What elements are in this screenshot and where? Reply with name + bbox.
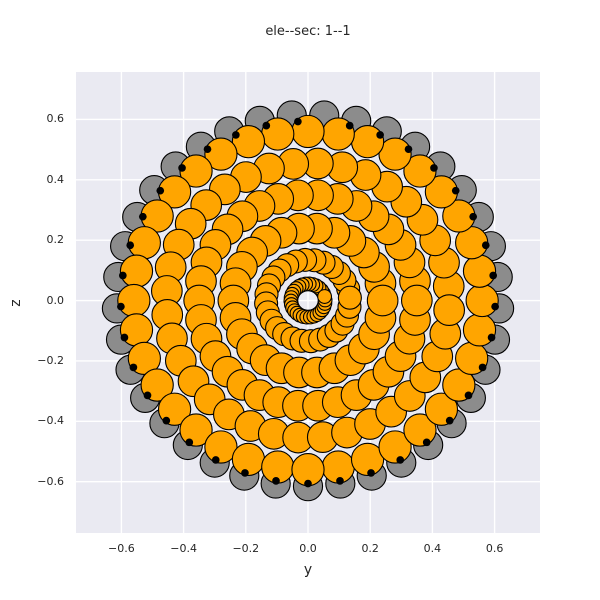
layer-6-outer-wire xyxy=(378,430,412,464)
strand-contact-dot xyxy=(487,333,496,342)
layer-6-outer-wire xyxy=(204,137,238,171)
layer-1-core-wire xyxy=(317,289,333,304)
layer-6-outer-wire xyxy=(179,413,213,447)
y-tick-label: −0.2 xyxy=(37,353,64,367)
strand-contact-dot xyxy=(422,438,431,447)
strand-contact-dot xyxy=(241,469,249,477)
layer-3-wire xyxy=(366,284,399,317)
y-tick-label: 0.6 xyxy=(46,112,65,126)
strand-contact-dot xyxy=(294,117,302,126)
y-tick-label: −0.4 xyxy=(37,414,64,428)
y-tick-label: 0.2 xyxy=(46,233,65,247)
strand-contact-dot xyxy=(126,241,135,250)
x-tick-label: 0.0 xyxy=(299,542,317,555)
layer-6-outer-wire xyxy=(403,413,437,447)
strand-contact-dot xyxy=(464,391,473,400)
layer-6-outer-wire xyxy=(350,125,385,159)
strand-contact-dot xyxy=(445,416,454,425)
layer-5-wire xyxy=(433,294,466,326)
layer-6-outer-wire xyxy=(462,254,497,288)
strand-contact-dot xyxy=(185,438,194,447)
layer-6-outer-wire xyxy=(231,442,266,477)
x-tick-label: −0.2 xyxy=(232,542,260,555)
x-tick-label: −0.6 xyxy=(108,542,135,555)
layer-6-outer-wire xyxy=(119,254,154,288)
layer-6-outer-wire xyxy=(117,283,151,318)
strand-contact-dot xyxy=(156,186,165,195)
strand-contact-dot xyxy=(469,212,478,221)
strand-contact-dot xyxy=(491,302,499,311)
strand-contact-dot xyxy=(211,456,220,464)
strand-contact-dot xyxy=(367,469,375,477)
layer-2-wire xyxy=(337,285,362,310)
strand-contact-dot xyxy=(404,145,413,153)
strand-contact-dot xyxy=(117,302,125,311)
layer-6-outer-wire xyxy=(465,283,499,318)
strand-contact-dot xyxy=(203,145,212,153)
layer-4-wire xyxy=(400,284,433,317)
strand-contact-dot xyxy=(129,363,138,372)
x-axis-label: y xyxy=(303,562,313,578)
x-tick-label: 0.6 xyxy=(485,542,504,555)
y-tick-label: 0.0 xyxy=(46,293,65,307)
strand-contact-dot xyxy=(262,121,271,130)
strand-contact-dot xyxy=(304,479,312,488)
x-tick-label: 0.4 xyxy=(423,542,442,555)
strand-contact-dot xyxy=(120,333,129,342)
strand-contact-dot xyxy=(336,477,344,485)
strand-contact-dot xyxy=(396,456,405,464)
strand-contact-dot xyxy=(272,477,280,485)
strand-contact-dot xyxy=(178,164,186,172)
layer-6-outer-wire xyxy=(204,430,238,464)
strand-contact-dot xyxy=(376,131,384,139)
y-tick-label: −0.6 xyxy=(37,474,64,488)
strand-contact-dot xyxy=(119,271,127,280)
y-tick-label: 0.4 xyxy=(46,172,65,186)
strand-contact-dot xyxy=(451,186,460,195)
x-tick-label: 0.2 xyxy=(361,542,379,555)
strand-contact-dot xyxy=(478,363,487,372)
strand-contact-dot xyxy=(232,131,240,139)
layer-6-outer-wire xyxy=(231,125,266,159)
strand-contact-dot xyxy=(430,164,438,172)
strand-contact-dot xyxy=(162,416,171,425)
x-tick-label: −0.4 xyxy=(170,542,197,555)
strand-contact-dot xyxy=(345,121,354,130)
strand-contact-dot xyxy=(489,271,497,280)
layer-6-outer-wire xyxy=(378,137,412,171)
strand-contact-dot xyxy=(138,212,147,221)
strand-contact-dot xyxy=(481,241,490,250)
chart-title: ele--sec: 1--1 xyxy=(265,24,351,39)
layer-6-outer-wire xyxy=(350,442,385,477)
strand-contact-dot xyxy=(143,391,152,400)
